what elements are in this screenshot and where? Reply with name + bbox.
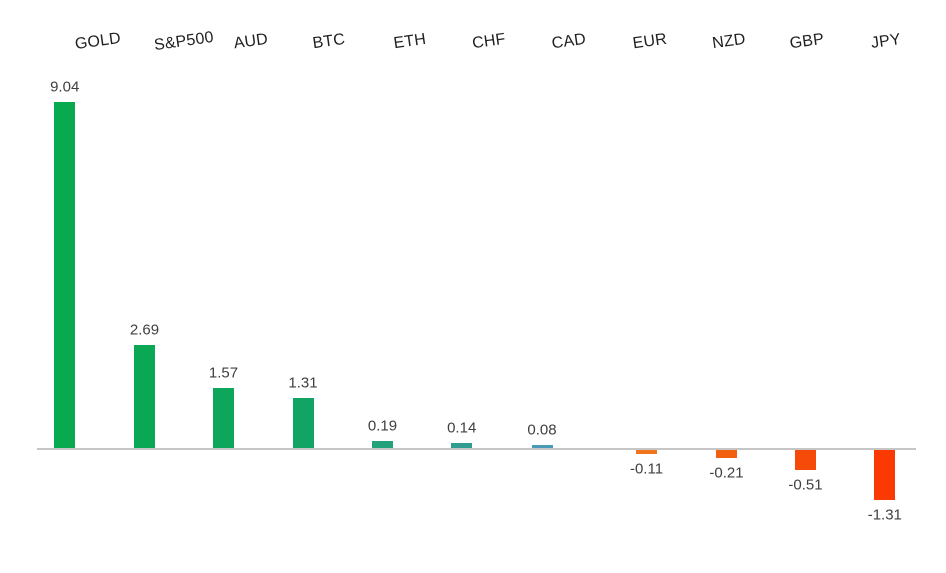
- value-label-cad: 0.08: [527, 421, 557, 439]
- bar-gold: [54, 101, 76, 448]
- value-label-btc: 1.31: [288, 374, 318, 392]
- bar-eur: [636, 450, 657, 455]
- category-label-eur: EUR: [631, 30, 668, 53]
- bar-chf: [451, 442, 473, 448]
- value-label-gold: 9.04: [50, 78, 80, 96]
- value-label-chf: 0.14: [447, 419, 477, 437]
- category-label-gold: GOLD: [73, 29, 122, 54]
- value-label-eth: 0.19: [367, 417, 398, 435]
- category-label-btc: BTC: [311, 30, 347, 53]
- value-label-sp500: 2.69: [129, 321, 160, 339]
- bar-gbp: [795, 450, 816, 470]
- bar-aud: [213, 387, 234, 448]
- category-label-aud: AUD: [232, 30, 270, 53]
- category-label-sp500: S&P500: [153, 28, 215, 55]
- value-label-nzd: -0.21: [709, 464, 744, 482]
- bar-eth: [372, 440, 393, 448]
- category-label-chf: CHF: [471, 30, 507, 53]
- bar-jpy: [874, 450, 896, 501]
- bar-cad: [531, 444, 553, 448]
- bar-btc: [292, 397, 314, 448]
- value-label-jpy: -1.31: [867, 506, 902, 524]
- category-label-jpy: JPY: [870, 31, 903, 53]
- value-label-aud: 1.57: [208, 364, 239, 382]
- category-label-gbp: GBP: [788, 30, 826, 53]
- bar-sp500: [134, 344, 155, 448]
- bar-nzd: [716, 450, 737, 459]
- category-label-eth: ETH: [392, 30, 428, 53]
- category-label-nzd: NZD: [710, 30, 747, 53]
- x-axis-line: [37, 448, 916, 450]
- category-label-cad: CAD: [550, 30, 588, 53]
- value-label-gbp: -0.51: [788, 476, 823, 494]
- value-label-eur: -0.11: [629, 460, 664, 478]
